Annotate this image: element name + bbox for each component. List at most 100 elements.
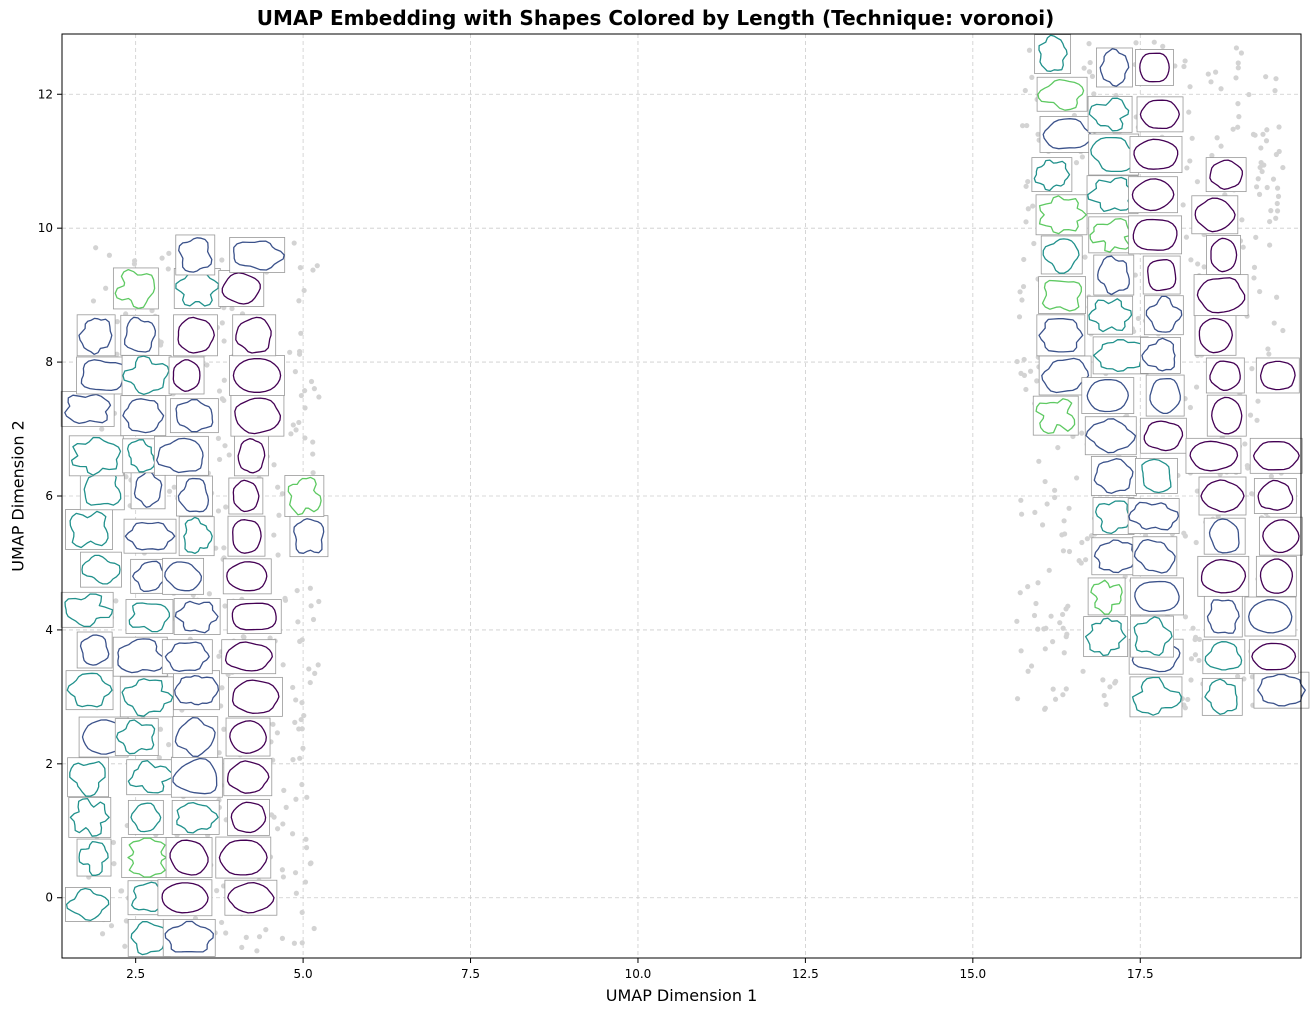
scatter-point: [316, 598, 322, 605]
shape-frame: [1194, 314, 1237, 356]
scatter-point: [308, 603, 314, 609]
scatter-point: [292, 719, 298, 725]
shape-frame: [230, 394, 285, 437]
scatter-point: [166, 488, 173, 494]
shape-outline: [1259, 360, 1296, 391]
shape-outline: [69, 760, 106, 797]
shape-outline: [64, 393, 112, 425]
scatter-point: [1239, 217, 1245, 223]
scatter-point: [1188, 677, 1194, 683]
y-tick-label: 2: [45, 757, 53, 771]
shape-outline: [234, 397, 282, 435]
shape-outline: [1134, 580, 1180, 613]
shape-outline: [1211, 396, 1243, 435]
scatter-point: [315, 662, 321, 668]
scatter-point: [1270, 176, 1277, 182]
scatter-point: [1274, 185, 1281, 191]
scatter-point: [296, 726, 302, 732]
shape-outline: [1090, 136, 1138, 173]
y-axis-label: UMAP Dimension 2: [8, 420, 28, 572]
scatter-point: [239, 944, 245, 951]
shape-outline: [130, 921, 168, 956]
shape-frame: [157, 879, 213, 917]
shape-frame: [1128, 215, 1183, 255]
scatter-point: [1052, 494, 1058, 501]
scatter-point: [223, 504, 229, 510]
shape-outline: [1133, 138, 1179, 170]
shape-outline: [132, 560, 169, 593]
shape-outline: [1259, 558, 1294, 594]
scatter-point: [216, 653, 222, 659]
shape-outline: [1262, 519, 1300, 554]
scatter-point: [215, 508, 222, 514]
scatter-point: [99, 426, 105, 432]
shape-outline: [1041, 357, 1090, 394]
scatter-point: [171, 484, 177, 490]
scatter-point: [1280, 327, 1286, 334]
scatter-point: [1052, 696, 1059, 702]
scatter-point: [159, 255, 165, 261]
shape-outline: [1128, 501, 1180, 531]
shape-frame: [1128, 176, 1178, 214]
shape-outline: [1097, 255, 1130, 296]
scatter-point: [113, 598, 119, 604]
scatter-point: [1276, 148, 1282, 155]
scatter-point: [302, 435, 308, 441]
scatter-point: [1268, 473, 1274, 479]
scatter-point: [1086, 69, 1093, 75]
scatter-point: [1029, 74, 1035, 80]
shape-outline: [1196, 277, 1246, 314]
shape-outline: [81, 554, 121, 585]
shape-frame: [60, 591, 114, 628]
shape-frame: [1202, 639, 1246, 675]
shape-outline: [1088, 298, 1133, 333]
shape-outline: [1095, 500, 1131, 535]
scatter-point: [1091, 91, 1097, 97]
scatter-point: [1242, 441, 1248, 447]
scatter-point: [1057, 620, 1063, 626]
shape-frame: [165, 837, 213, 878]
scatter-point: [1185, 696, 1191, 703]
scatter-point: [1214, 135, 1220, 141]
scatter-point: [1273, 76, 1279, 82]
scatter-point: [307, 679, 313, 686]
shape-outline: [66, 672, 113, 708]
scatter-point: [103, 285, 109, 291]
scatter-point: [1194, 179, 1201, 185]
shape-frame: [1258, 516, 1303, 556]
scatter-point: [1035, 131, 1041, 137]
scatter-point: [316, 394, 322, 400]
scatter-point: [1017, 289, 1023, 295]
scatter-point: [218, 919, 225, 926]
shape-frame: [127, 799, 164, 835]
shape-outline: [130, 802, 162, 833]
shape-frame: [1087, 577, 1126, 616]
scatter-point: [1256, 191, 1263, 197]
shape-frame: [126, 759, 175, 796]
shape-outline: [1089, 218, 1135, 253]
shape-outline: [1206, 599, 1240, 634]
scatter-point: [229, 305, 235, 312]
shape-thumbnails: [60, 34, 1310, 957]
scatter-point: [214, 888, 220, 894]
scatter-point: [1079, 539, 1085, 546]
scatter-point: [287, 349, 293, 355]
shape-outline: [1093, 339, 1148, 373]
scatter-point: [293, 427, 299, 433]
scatter-point: [1208, 79, 1214, 85]
shape-outline: [1200, 479, 1245, 513]
scatter-point: [1192, 636, 1198, 643]
scatter-point: [1233, 45, 1240, 51]
scatter-point: [1186, 109, 1192, 115]
scatter-point: [1028, 663, 1035, 669]
shape-outline: [1204, 641, 1243, 671]
shape-frame: [1031, 157, 1073, 193]
x-tick-label: 17.5: [1127, 967, 1154, 981]
scatter-point: [1089, 73, 1096, 79]
shape-outline: [164, 920, 214, 953]
scatter-point: [293, 796, 299, 802]
shape-frame: [76, 356, 130, 395]
scatter-point: [1268, 208, 1274, 214]
scatter-point: [280, 662, 286, 668]
scatter-point: [1048, 613, 1054, 619]
